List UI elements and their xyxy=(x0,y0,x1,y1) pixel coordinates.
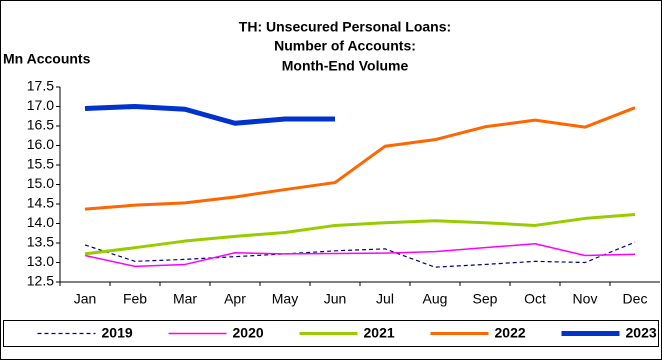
series-line xyxy=(84,241,636,268)
x-tick-label: Jul xyxy=(376,291,394,307)
chart-title: Number of Accounts: xyxy=(274,38,416,54)
y-tick-label: 16.0 xyxy=(27,136,54,152)
series-line xyxy=(84,213,636,256)
series-line xyxy=(84,243,636,268)
x-tick-label: Jun xyxy=(324,291,347,307)
x-tick-label: May xyxy=(272,291,298,307)
y-tick-label: 13.5 xyxy=(27,234,54,250)
legend-label: 2020 xyxy=(233,325,264,341)
x-tick-label: Jan xyxy=(74,291,97,307)
series-line xyxy=(84,106,636,211)
y-tick-label: 13.0 xyxy=(27,253,54,269)
chart-title: TH: Unsecured Personal Loans: xyxy=(239,19,451,35)
series-line xyxy=(84,104,335,126)
chart-title: Month-End Volume xyxy=(282,58,409,74)
legend-label: 2022 xyxy=(495,325,526,341)
legend-label: 2021 xyxy=(364,325,395,341)
x-tick-label: Sep xyxy=(473,291,498,307)
y-tick-label: 16.5 xyxy=(27,117,54,133)
y-tick-label: 17.0 xyxy=(27,97,54,113)
y-tick-label: 15.5 xyxy=(27,156,54,172)
x-tick-label: Mar xyxy=(173,291,197,307)
legend-label: 2023 xyxy=(626,325,657,341)
y-tick-label: 14.0 xyxy=(27,214,54,230)
x-tick-label: Aug xyxy=(423,291,448,307)
x-tick-label: Dec xyxy=(623,291,648,307)
x-tick-label: Nov xyxy=(573,291,598,307)
x-tick-label: Oct xyxy=(524,291,546,307)
y-tick-label: 17.5 xyxy=(27,78,54,94)
y-tick-label: 15.0 xyxy=(27,175,54,191)
y-tick-label: 12.5 xyxy=(27,273,54,289)
legend-label: 2019 xyxy=(102,325,133,341)
x-tick-label: Feb xyxy=(123,291,147,307)
x-tick-label: Apr xyxy=(224,291,246,307)
y-axis-label: Mn Accounts xyxy=(3,51,91,67)
y-tick-label: 14.5 xyxy=(27,195,54,211)
